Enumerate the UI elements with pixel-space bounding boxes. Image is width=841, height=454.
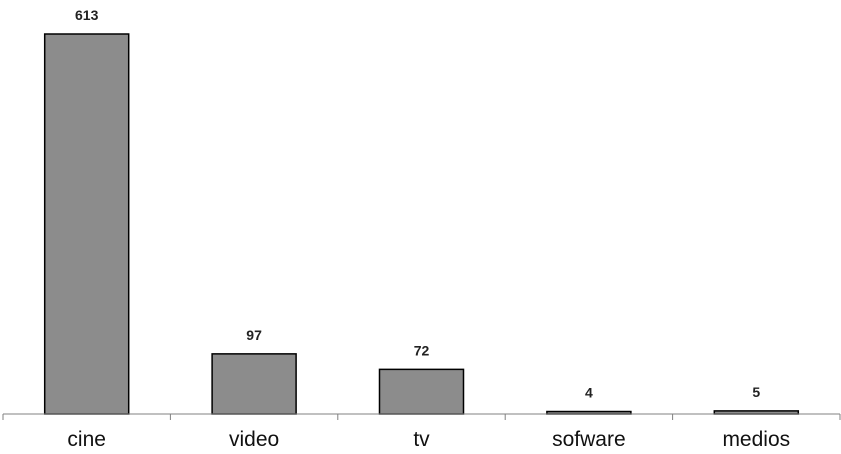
bar-cine	[43, 33, 130, 415]
category-label-sofware: sofware	[552, 428, 626, 451]
bar-tv	[378, 368, 465, 415]
data-label-medios: 5	[752, 384, 760, 400]
category-label-medios: medios	[722, 428, 790, 451]
data-labels-group: 613 97 72 4 5	[75, 7, 760, 401]
category-labels-group: cine video tv sofware medios	[67, 428, 790, 451]
data-label-tv: 72	[414, 342, 430, 358]
data-label-video: 97	[246, 327, 262, 343]
category-label-tv: tv	[413, 428, 430, 451]
bar-video	[211, 353, 297, 415]
x-axis-ticks	[2, 414, 841, 420]
data-label-sofware: 4	[585, 385, 593, 401]
bars-group	[43, 33, 800, 415]
category-label-cine: cine	[67, 428, 106, 451]
category-label-video: video	[229, 428, 279, 451]
data-label-cine: 613	[75, 7, 99, 23]
